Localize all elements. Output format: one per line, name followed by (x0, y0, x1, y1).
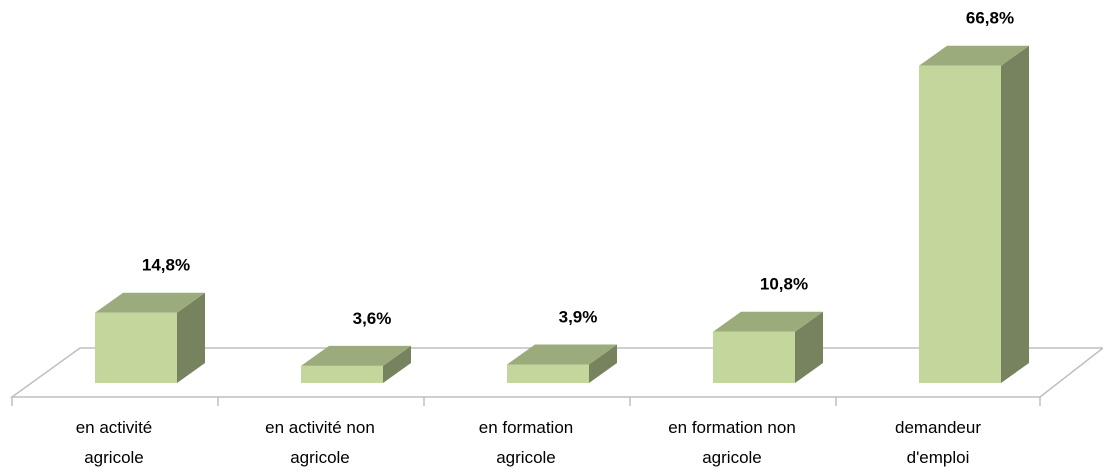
bar (507, 364, 589, 383)
bar-top (919, 45, 1029, 66)
x-tick-label: en formation agricole (478, 418, 574, 467)
bar-side (1001, 45, 1029, 383)
bar (713, 331, 795, 383)
bar (95, 312, 177, 383)
bar-top (95, 292, 205, 313)
bar-top (713, 311, 823, 332)
x-tick-label: en formation non agricole (668, 418, 796, 467)
bar-top (301, 345, 411, 366)
value-label: 3,6% (353, 309, 392, 328)
value-label: 10,8% (760, 275, 808, 294)
bar-side (795, 311, 823, 383)
value-label: 3,9% (559, 307, 598, 326)
value-label: 66,8% (966, 9, 1014, 28)
bar-side (589, 344, 617, 383)
bar-side (177, 292, 205, 383)
x-tick-label: en activité agricole (75, 418, 153, 467)
value-label: 14,8% (142, 256, 190, 275)
x-tick-label: demandeur d'emploi (894, 418, 981, 467)
bar-top (507, 344, 617, 365)
bar (301, 365, 383, 383)
bar (919, 65, 1001, 383)
bar-side (383, 345, 411, 383)
x-tick-label: en activité non agricole (265, 418, 375, 467)
